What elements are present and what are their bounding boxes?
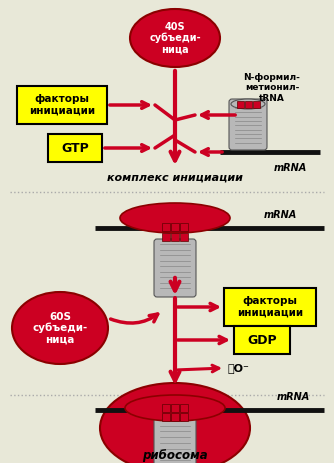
Bar bbox=[180, 404, 188, 412]
Bar bbox=[253, 100, 260, 107]
Text: факторы
инициации: факторы инициации bbox=[29, 94, 95, 116]
Text: факторы
инициации: факторы инициации bbox=[237, 296, 303, 318]
Ellipse shape bbox=[130, 9, 220, 67]
Bar bbox=[162, 413, 170, 421]
Bar bbox=[171, 413, 179, 421]
Text: 40S
субъеди-
ница: 40S субъеди- ница bbox=[149, 22, 201, 54]
Bar bbox=[171, 223, 179, 231]
Bar bbox=[236, 100, 243, 107]
Ellipse shape bbox=[100, 383, 250, 463]
FancyBboxPatch shape bbox=[154, 239, 196, 297]
Text: ⓅO⁻: ⓅO⁻ bbox=[228, 363, 250, 373]
Bar bbox=[244, 100, 252, 107]
Text: рибосома: рибосома bbox=[142, 450, 208, 463]
Ellipse shape bbox=[231, 99, 265, 109]
Text: 60S
субъеди-
ница: 60S субъеди- ница bbox=[32, 312, 88, 344]
Bar bbox=[162, 404, 170, 412]
Bar bbox=[162, 233, 170, 241]
FancyBboxPatch shape bbox=[229, 99, 267, 150]
Bar bbox=[180, 223, 188, 231]
Text: mRNA: mRNA bbox=[264, 210, 297, 220]
FancyBboxPatch shape bbox=[224, 288, 316, 326]
Text: GDP: GDP bbox=[247, 333, 277, 346]
Bar bbox=[171, 233, 179, 241]
Ellipse shape bbox=[120, 203, 230, 233]
Text: mRNA: mRNA bbox=[273, 163, 307, 173]
Text: комплекс инициации: комплекс инициации bbox=[107, 173, 243, 183]
Bar bbox=[171, 404, 179, 412]
Text: GTP: GTP bbox=[61, 142, 89, 155]
Ellipse shape bbox=[12, 292, 108, 364]
Ellipse shape bbox=[125, 395, 225, 421]
Bar bbox=[180, 413, 188, 421]
FancyBboxPatch shape bbox=[48, 134, 102, 162]
Text: mRNA: mRNA bbox=[276, 392, 310, 402]
FancyBboxPatch shape bbox=[17, 86, 107, 124]
Bar bbox=[180, 233, 188, 241]
Text: N-формил-
метионил-
tRNA: N-формил- метионил- tRNA bbox=[243, 74, 301, 102]
FancyBboxPatch shape bbox=[234, 326, 290, 354]
Bar bbox=[162, 223, 170, 231]
Text: готовая к трансляции: готовая к трансляции bbox=[101, 462, 249, 463]
FancyBboxPatch shape bbox=[154, 415, 196, 463]
